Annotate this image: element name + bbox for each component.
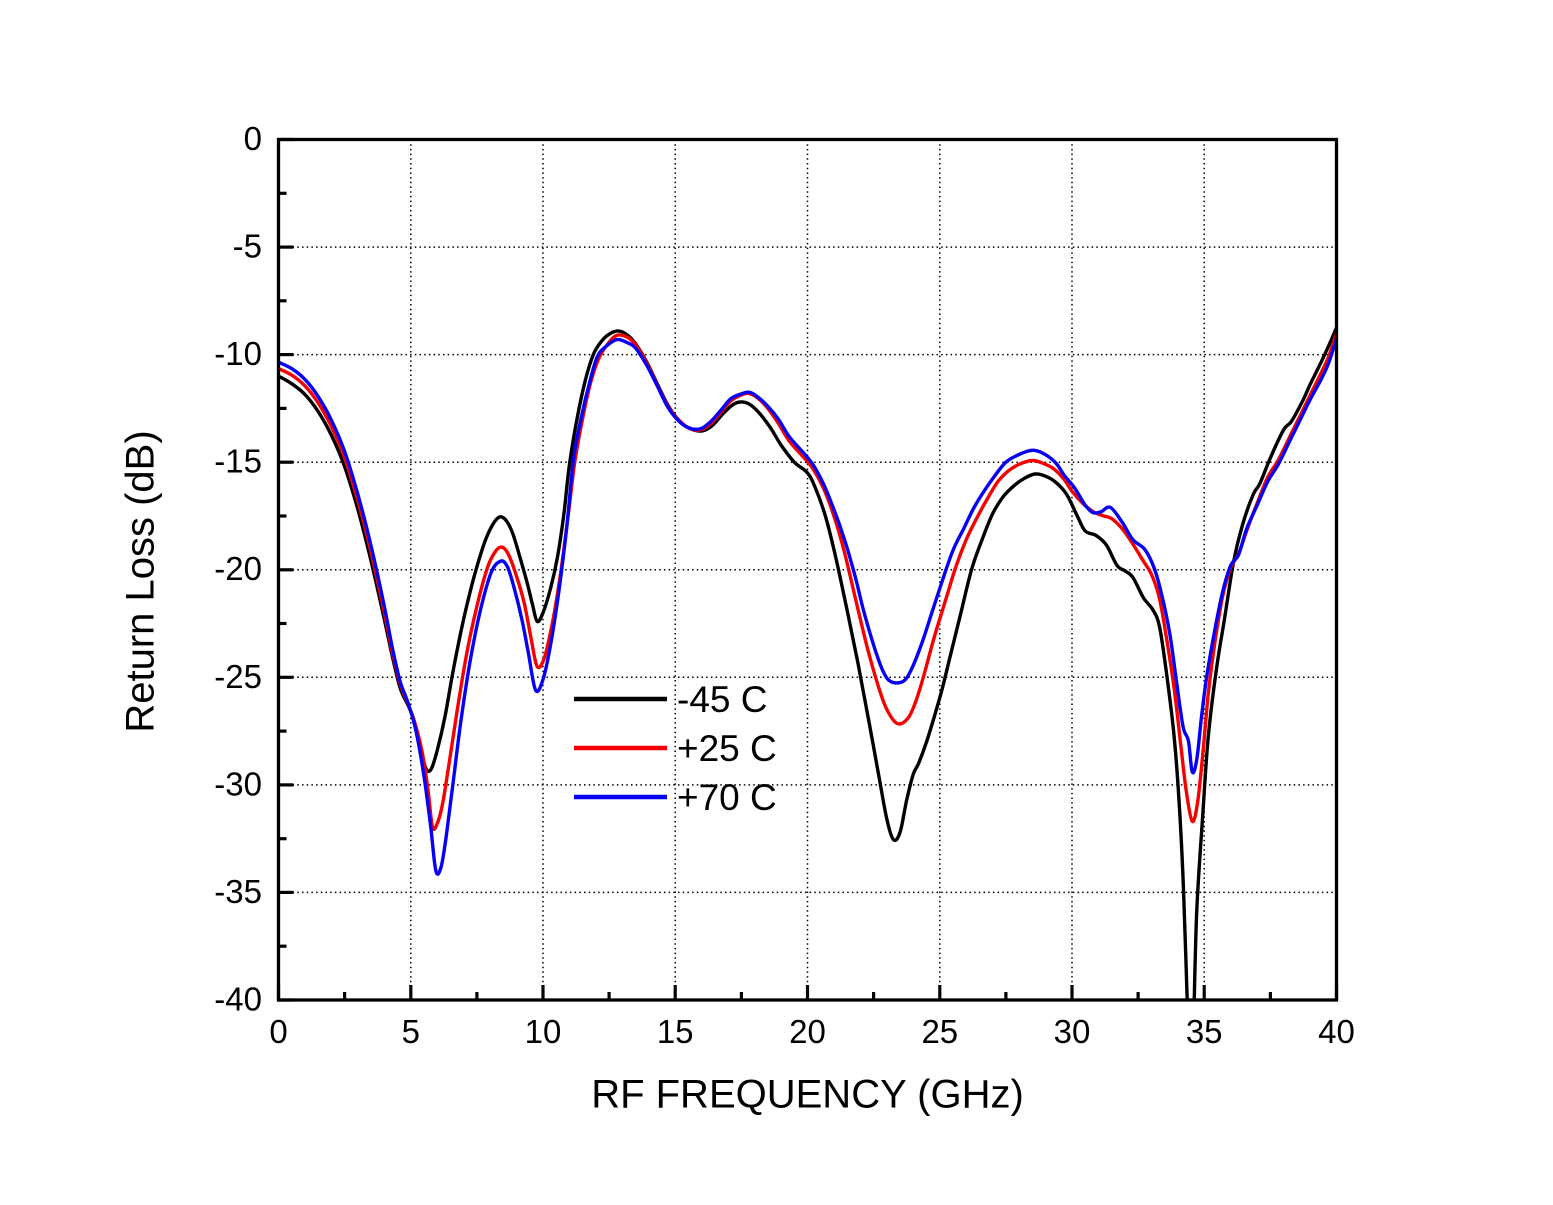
svg-text:-30: -30 (214, 765, 262, 802)
svg-text:-35: -35 (214, 873, 262, 910)
svg-text:+25 C: +25 C (677, 728, 777, 769)
svg-text:RF FREQUENCY (GHz): RF FREQUENCY (GHz) (591, 1073, 1024, 1117)
svg-text:20: 20 (789, 1013, 826, 1050)
svg-text:-10: -10 (214, 335, 262, 372)
svg-text:-15: -15 (214, 443, 262, 480)
svg-text:0: 0 (269, 1013, 287, 1050)
svg-text:35: 35 (1186, 1013, 1223, 1050)
svg-text:-20: -20 (214, 550, 262, 587)
svg-text:Return Loss (dB): Return Loss (dB) (119, 430, 163, 732)
svg-text:-25: -25 (214, 658, 262, 695)
svg-text:+70 C: +70 C (677, 777, 777, 818)
svg-text:25: 25 (921, 1013, 958, 1050)
svg-text:15: 15 (657, 1013, 694, 1050)
svg-text:-5: -5 (233, 228, 262, 265)
svg-text:10: 10 (525, 1013, 562, 1050)
svg-text:-40: -40 (214, 981, 262, 1018)
svg-text:0: 0 (244, 120, 262, 157)
svg-text:30: 30 (1054, 1013, 1091, 1050)
svg-text:-45 C: -45 C (677, 679, 767, 720)
svg-text:40: 40 (1318, 1013, 1355, 1050)
svg-text:5: 5 (402, 1013, 420, 1050)
